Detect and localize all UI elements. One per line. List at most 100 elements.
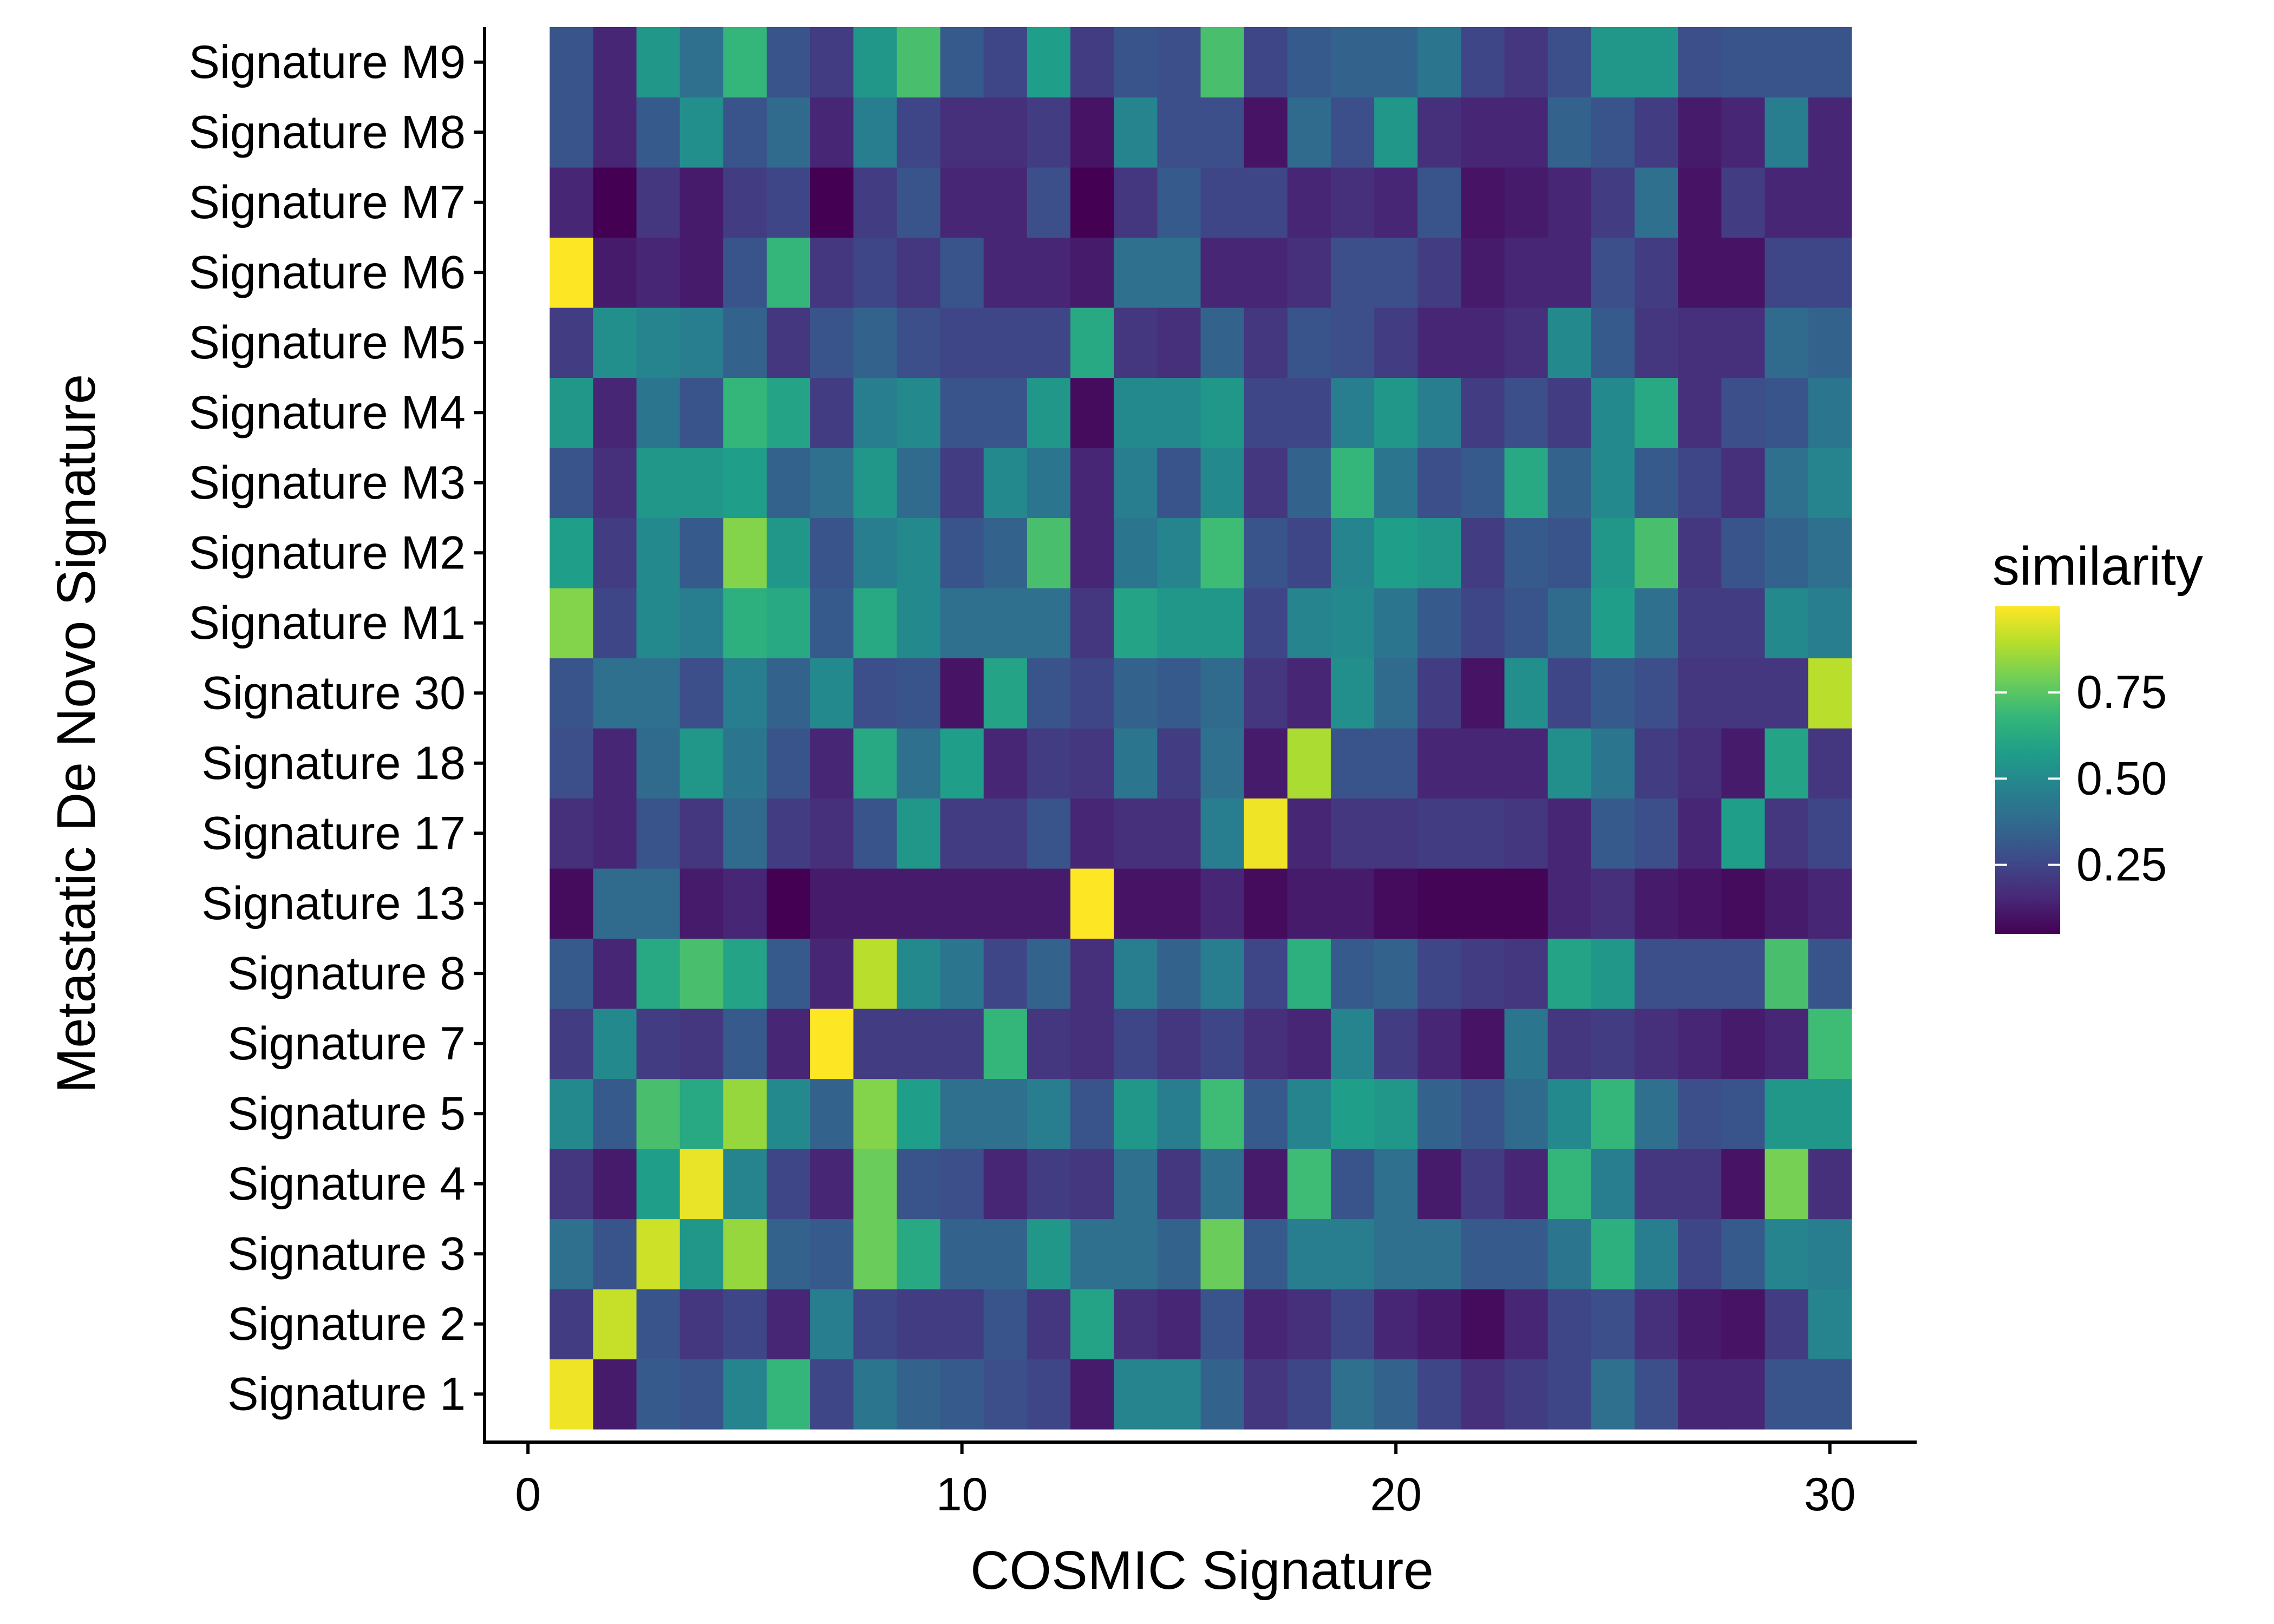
heatmap-cell (723, 938, 767, 1009)
heatmap-cell (1244, 1078, 1288, 1149)
heatmap-cell (1027, 518, 1071, 588)
heatmap-cell (593, 1359, 637, 1430)
heatmap-cell (1027, 868, 1071, 939)
heatmap-cell (897, 448, 941, 519)
heatmap-cell (1287, 1078, 1331, 1149)
heatmap-cell (810, 658, 854, 729)
heatmap-cell (897, 868, 941, 939)
heatmap-cell (723, 237, 767, 308)
heatmap-cell (1417, 307, 1462, 378)
heatmap-cell (1070, 1219, 1114, 1289)
heatmap-cell (1417, 938, 1462, 1009)
heatmap-cell (1114, 307, 1158, 378)
heatmap-cell (636, 97, 681, 168)
heatmap-cell (636, 377, 681, 448)
heatmap-cell (1504, 868, 1548, 939)
heatmap-cell (897, 588, 941, 659)
heatmap-cell (1547, 518, 1592, 588)
heatmap-cell (1374, 97, 1418, 168)
heatmap-cell (593, 798, 637, 869)
heatmap-cell (723, 1149, 767, 1220)
heatmap-cell (1504, 1219, 1548, 1289)
heatmap-cell (550, 658, 593, 729)
heatmap-cell (1591, 588, 1635, 659)
heatmap-cell (897, 167, 941, 238)
heatmap-cell (1808, 938, 1852, 1009)
heatmap-cell (1287, 588, 1331, 659)
heatmap-cell (766, 167, 811, 238)
heatmap-cell (1200, 448, 1245, 519)
heatmap-cell (810, 798, 854, 869)
heatmap-cell (1591, 518, 1635, 588)
heatmap-cell (1808, 658, 1852, 729)
heatmap-cell (1765, 1359, 1809, 1430)
heatmap-cell (897, 377, 941, 448)
x-tick-label: 20 (1370, 1469, 1422, 1521)
heatmap-cell (1591, 97, 1635, 168)
heatmap-cell (1200, 728, 1245, 799)
heatmap-cell (1287, 518, 1331, 588)
y-tick-label: Signature M1 (188, 597, 466, 649)
heatmap-cell (1417, 167, 1462, 238)
heatmap-cell (897, 237, 941, 308)
heatmap-cell (1504, 448, 1548, 519)
heatmap-cell (1678, 588, 1722, 659)
heatmap-cell (1547, 307, 1592, 378)
heatmap-cell (1461, 97, 1505, 168)
heatmap-cell (983, 728, 1028, 799)
heatmap-cell (810, 167, 854, 238)
heatmap-cell (1635, 167, 1678, 238)
heatmap-cell (1114, 97, 1158, 168)
heatmap-cell (766, 938, 811, 1009)
heatmap-cell (897, 1009, 941, 1079)
heatmap-cell (1547, 728, 1592, 799)
heatmap-cell (897, 798, 941, 869)
heatmap-cell (1244, 167, 1288, 238)
heatmap-cell (1547, 97, 1592, 168)
heatmap-cell (723, 728, 767, 799)
heatmap-cell (1678, 307, 1722, 378)
heatmap-cell (1504, 1359, 1548, 1430)
heatmap-cell (1808, 1009, 1852, 1079)
heatmap-cell (940, 518, 984, 588)
heatmap-cell (1721, 1149, 1766, 1220)
heatmap-cell (1244, 1219, 1288, 1289)
heatmap-cell (723, 588, 767, 659)
heatmap-cell (853, 1149, 898, 1220)
heatmap-cell (1200, 1078, 1245, 1149)
heatmap-cell (1287, 938, 1331, 1009)
heatmap-cell (1765, 1078, 1809, 1149)
heatmap-cell (1591, 1219, 1635, 1289)
heatmap-cell (1330, 307, 1375, 378)
heatmap-cell (1070, 588, 1114, 659)
heatmap-cell (1547, 377, 1592, 448)
heatmap-cell (1808, 1078, 1852, 1149)
heatmap-cell (1591, 938, 1635, 1009)
heatmap-cell (1200, 97, 1245, 168)
heatmap-cell (983, 448, 1028, 519)
heatmap-cell (1678, 1289, 1722, 1360)
heatmap-cell (636, 1149, 681, 1220)
heatmap-cell (550, 1078, 593, 1149)
heatmap-cell (1070, 237, 1114, 308)
heatmap-cell (723, 27, 767, 98)
heatmap-cell (679, 1078, 724, 1149)
heatmap-cell (1374, 868, 1418, 939)
heatmap-cell (940, 167, 984, 238)
heatmap-cell (1461, 1359, 1505, 1430)
heatmap-cell (1244, 448, 1288, 519)
heatmap-cell (1808, 798, 1852, 869)
heatmap-cell (810, 307, 854, 378)
heatmap-cell (1808, 518, 1852, 588)
heatmap-cell (766, 1009, 811, 1079)
heatmap-cell (1114, 938, 1158, 1009)
heatmap-cell (1765, 377, 1809, 448)
heatmap-cell (1287, 377, 1331, 448)
heatmap-cell (1721, 658, 1766, 729)
heatmap-cell (1374, 27, 1418, 98)
heatmap-cell (723, 658, 767, 729)
heatmap-cell (810, 1289, 854, 1360)
heatmap-cell (1027, 1078, 1071, 1149)
heatmap-cell (723, 518, 767, 588)
heatmap-cell (1635, 518, 1678, 588)
